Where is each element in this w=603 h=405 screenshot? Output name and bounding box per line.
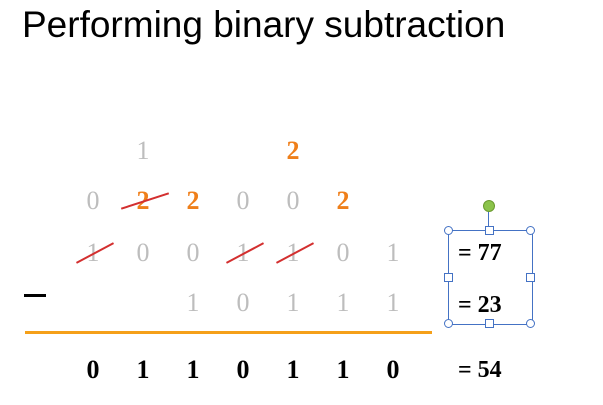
page-title: Performing binary subtraction [22, 4, 506, 45]
resize-handle[interactable] [444, 319, 453, 328]
result-digit: 1 [136, 355, 150, 384]
minuend-digit: 0 [136, 238, 150, 267]
minuend-digit: 0 [186, 238, 200, 267]
subtrahend-digit: 1 [186, 288, 200, 317]
sum-line [25, 331, 432, 334]
borrow-digit: 0 [86, 186, 100, 215]
minuend-value: = 77 [458, 240, 502, 266]
subtrahend-digit: 1 [386, 288, 400, 317]
borrow-digit: 0 [236, 186, 250, 215]
resize-handle[interactable] [444, 273, 453, 282]
subtrahend-value: = 23 [458, 292, 502, 318]
result-digit: 0 [386, 355, 400, 384]
subtrahend-digit: 0 [236, 288, 250, 317]
result-digit: 0 [236, 355, 250, 384]
borrow-digit: 0 [286, 186, 300, 215]
minuend-digit: 0 [336, 238, 350, 267]
result-digit: 1 [286, 355, 300, 384]
minus-operator [24, 294, 46, 297]
borrow-digit: 2 [186, 186, 200, 215]
resize-handle[interactable] [485, 319, 494, 328]
rotate-handle[interactable] [483, 200, 495, 212]
resize-handle[interactable] [526, 319, 535, 328]
resize-handle[interactable] [526, 226, 535, 235]
subtrahend-digit: 1 [286, 288, 300, 317]
resize-handle[interactable] [526, 273, 535, 282]
minuend-digit: 1 [386, 238, 400, 267]
resize-handle[interactable] [485, 226, 494, 235]
result-digit: 1 [186, 355, 200, 384]
borrow-digit: 1 [136, 136, 150, 165]
borrow-digit: 2 [336, 186, 350, 215]
borrow-digit: 2 [286, 136, 300, 165]
result-digit: 1 [336, 355, 350, 384]
result-digit: 0 [86, 355, 100, 384]
subtrahend-digit: 1 [336, 288, 350, 317]
resize-handle[interactable] [444, 226, 453, 235]
rotation-line [488, 209, 489, 229]
result-value: = 54 [458, 357, 502, 383]
